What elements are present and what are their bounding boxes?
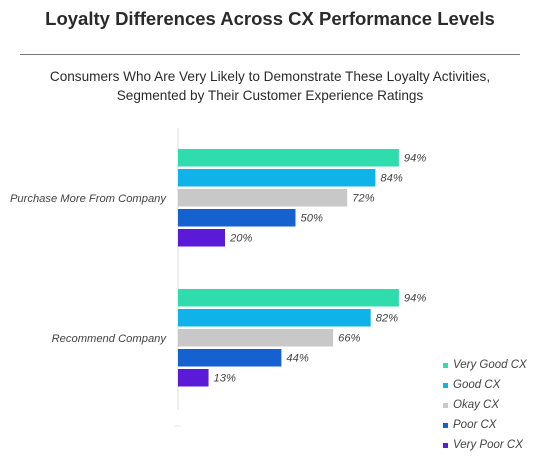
bar	[178, 149, 399, 167]
data-label: 82%	[376, 313, 398, 325]
legend: Very Good CX Good CX Okay CX Poor CX Very Po…	[443, 355, 527, 455]
title-divider	[20, 54, 520, 55]
category-label: Purchase More From Company	[10, 193, 167, 205]
chart-title: Loyalty Differences Across CX Performanc…	[45, 8, 495, 29]
bar	[178, 209, 296, 227]
legend-item: Very Good CX	[443, 355, 527, 375]
bar	[178, 369, 209, 387]
data-label: 84%	[380, 173, 402, 185]
data-label: 66%	[338, 333, 360, 345]
bar	[178, 309, 371, 327]
subtitle-line-2: Segmented by Their Customer Experience R…	[116, 88, 424, 103]
legend-item: Poor CX	[443, 415, 527, 435]
bar	[178, 349, 282, 367]
subtitle-line-1: Consumers Who Are Very Likely to Demonst…	[49, 69, 491, 84]
legend-item: Okay CX	[443, 395, 527, 415]
bar	[178, 229, 225, 247]
legend-swatch	[443, 442, 448, 448]
legend-swatch	[443, 402, 448, 408]
data-label: 20%	[229, 233, 252, 245]
category-label: Recommend Company	[52, 333, 168, 345]
bar	[178, 329, 334, 347]
legend-label: Okay CX	[453, 399, 500, 411]
data-label: 44%	[286, 353, 308, 365]
legend-swatch	[443, 422, 448, 428]
bar	[178, 189, 348, 207]
bar	[178, 169, 376, 187]
legend-swatch	[443, 362, 448, 368]
data-label: 94%	[404, 293, 426, 305]
legend-swatch	[443, 382, 448, 388]
legend-label: Poor CX	[453, 419, 497, 431]
chart-subtitle: Consumers Who Are Very Likely to Demonst…	[0, 67, 540, 105]
data-label: 50%	[301, 213, 323, 225]
data-label: 94%	[404, 153, 426, 165]
bar	[178, 289, 399, 307]
data-label: 13%	[214, 373, 236, 385]
data-label: 72%	[352, 193, 374, 205]
legend-label: Very Poor CX	[453, 439, 523, 451]
legend-item: Very Poor CX	[443, 435, 527, 455]
legend-item: Good CX	[443, 375, 527, 395]
legend-label: Good CX	[453, 379, 501, 391]
legend-label: Very Good CX	[453, 359, 527, 371]
